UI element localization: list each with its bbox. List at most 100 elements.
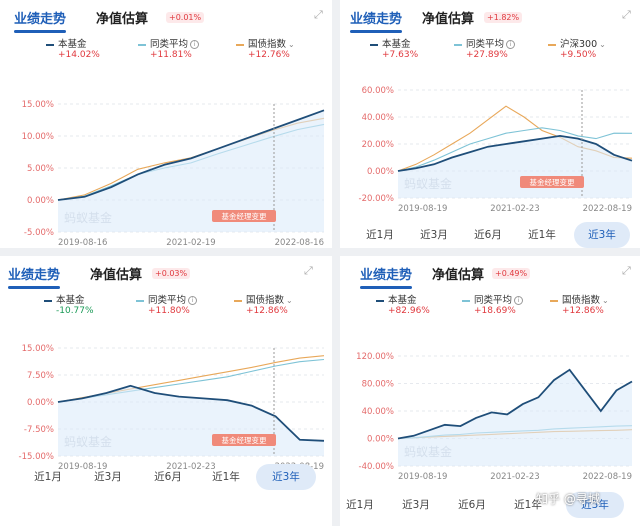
legend-item-benchmark[interactable]: 国债指数 ⌄ +12.86% bbox=[550, 292, 609, 316]
performance-chart: 15.00% 7.50% 0.00% -7.50% -15.00% 2019-08-19 2… bbox=[19, 344, 325, 472]
info-icon[interactable]: i bbox=[514, 296, 524, 305]
x-tick-label: 2022-08-19 bbox=[583, 472, 632, 482]
y-tick-label: -20.00% bbox=[359, 194, 394, 204]
period-option[interactable]: 近1年 bbox=[528, 229, 556, 241]
legend-item-fund[interactable]: 本基金 +82.96% bbox=[376, 292, 430, 316]
expand-icon[interactable]: ⤢ bbox=[304, 264, 313, 277]
period-option[interactable]: 近1年 bbox=[514, 499, 542, 511]
period-option[interactable]: 近6月 bbox=[474, 229, 502, 241]
period-option[interactable]: 近1月 bbox=[34, 471, 62, 483]
x-tick-label: 2021-02-19 bbox=[166, 238, 215, 248]
period-option[interactable]: 近3月 bbox=[420, 229, 448, 241]
divider bbox=[332, 0, 340, 526]
tab-performance[interactable]: 业绩走势 bbox=[8, 264, 61, 289]
period-option[interactable]: 近1月 bbox=[346, 499, 374, 511]
period-option[interactable]: 近3月 bbox=[94, 471, 122, 483]
period-selector: 近1月 近3月 近6月 近1年 近3年 bbox=[340, 222, 640, 248]
legend-swatch bbox=[234, 299, 242, 302]
y-tick-label: -7.50% bbox=[24, 425, 54, 435]
x-tick-label: 2021-02-23 bbox=[490, 204, 539, 214]
period-selector: 近1月 近3月 近6月 近1年 近3年 bbox=[340, 492, 640, 520]
period-option[interactable]: 近1年 bbox=[212, 471, 240, 483]
legend-swatch bbox=[376, 299, 384, 302]
legend-label: 同类平均 bbox=[474, 295, 513, 306]
y-tick-label: 40.00% bbox=[362, 407, 394, 417]
legend-value: +12.86% bbox=[562, 306, 604, 316]
legend-label: 国债指数 bbox=[248, 39, 287, 50]
series-area-fund bbox=[58, 110, 324, 232]
series-area-fund bbox=[58, 385, 324, 456]
legend-label: 同类平均 bbox=[148, 295, 187, 306]
legend-item-benchmark[interactable]: 国债指数 ⌄ +12.76% bbox=[236, 36, 295, 60]
y-tick-label: 5.00% bbox=[27, 164, 54, 174]
legend-item-fund[interactable]: 本基金 -10.77% bbox=[44, 292, 94, 316]
legend-value: +12.76% bbox=[248, 50, 290, 60]
tab-nav-estimate[interactable]: 净值估算 bbox=[90, 268, 143, 283]
legend-label: 本基金 bbox=[58, 39, 87, 50]
manager-change-label: 基金经理变更 bbox=[222, 435, 267, 445]
manager-change-label: 基金经理变更 bbox=[222, 211, 267, 221]
period-option[interactable]: 近1月 bbox=[366, 229, 394, 241]
series-line-fund bbox=[57, 384, 325, 442]
period-option[interactable]: 近3月 bbox=[402, 499, 430, 511]
chevron-down-icon[interactable]: ⌄ bbox=[599, 40, 606, 49]
x-tick-label: 2019-08-19 bbox=[398, 204, 447, 214]
expand-icon[interactable]: ⤢ bbox=[622, 8, 631, 21]
performance-chart: 15.00% 10.00% 5.00% 0.00% -5.00% 2019-08-16 20… bbox=[22, 100, 325, 248]
legend-value: +9.50% bbox=[560, 50, 597, 60]
x-tick-label: 2022-08-19 bbox=[583, 204, 632, 214]
chevron-down-icon[interactable]: ⌄ bbox=[288, 40, 295, 49]
chevron-down-icon[interactable]: ⌄ bbox=[602, 296, 609, 305]
legend-item-peer-average[interactable]: 同类平均 i +27.89% bbox=[454, 36, 516, 60]
legend-swatch bbox=[46, 43, 54, 46]
info-icon[interactable]: i bbox=[190, 40, 200, 49]
legend-item-fund[interactable]: 本基金 +14.02% bbox=[46, 36, 100, 60]
legend-swatch bbox=[136, 299, 144, 302]
series-area-fund bbox=[398, 369, 632, 466]
tab-performance[interactable]: 业绩走势 bbox=[14, 8, 67, 33]
legend-item-fund[interactable]: 本基金 +7.63% bbox=[370, 36, 418, 60]
legend-swatch bbox=[550, 299, 558, 302]
legend-swatch bbox=[370, 43, 378, 46]
estimate-badge: +0.49% bbox=[492, 268, 531, 279]
legend-item-peer-average[interactable]: 同类平均 i +11.80% bbox=[136, 292, 198, 316]
legend-item-peer-average[interactable]: 同类平均 i +18.69% bbox=[462, 292, 524, 316]
fund-panel-1: 业绩走势 净值估算 +0.01% ⤢ 本基金 +14.02% 同类平均 i +11.8… bbox=[0, 0, 332, 248]
y-tick-label: 0.00% bbox=[27, 398, 54, 408]
series-line-fund bbox=[397, 368, 633, 440]
chevron-down-icon[interactable]: ⌄ bbox=[286, 296, 293, 305]
series-line-peer-average bbox=[397, 127, 633, 172]
tab-nav-estimate[interactable]: 净值估算 bbox=[422, 12, 475, 27]
y-tick-label: 40.00% bbox=[362, 113, 394, 123]
tab-performance[interactable]: 业绩走势 bbox=[360, 264, 413, 289]
legend-value: +11.80% bbox=[148, 306, 190, 316]
legend-value: +18.69% bbox=[474, 306, 516, 316]
period-option[interactable]: 近6月 bbox=[458, 499, 486, 511]
x-tick-label: 2019-08-19 bbox=[58, 462, 107, 472]
y-tick-label: 15.00% bbox=[22, 100, 54, 110]
legend-item-benchmark[interactable]: 沪深300 ⌄ +9.50% bbox=[548, 36, 606, 60]
y-tick-label: -15.00% bbox=[19, 452, 54, 462]
expand-icon[interactable]: ⤢ bbox=[314, 8, 323, 21]
y-tick-label: 60.00% bbox=[362, 86, 394, 96]
period-option-active[interactable]: 近3年 bbox=[574, 222, 630, 248]
period-option-active[interactable]: 近3年 bbox=[566, 492, 624, 518]
legend-value: +27.89% bbox=[466, 50, 508, 60]
fund-panel-2: 业绩走势 净值估算 +1.82% ⤢ 本基金 +7.63% 同类平均 i +27.89… bbox=[340, 0, 640, 248]
legend-label: 国债指数 bbox=[562, 295, 601, 306]
info-icon[interactable]: i bbox=[188, 296, 198, 305]
legend-swatch bbox=[138, 43, 146, 46]
info-icon[interactable]: i bbox=[506, 40, 516, 49]
tab-nav-estimate[interactable]: 净值估算 bbox=[96, 12, 149, 27]
x-tick-label: 2021-02-23 bbox=[166, 462, 215, 472]
legend-value: +82.96% bbox=[388, 306, 430, 316]
period-option-active[interactable]: 近3年 bbox=[256, 464, 316, 490]
performance-chart: 120.00% 80.00% 40.00% 0.00% -40.00% 2019-08-1… bbox=[356, 352, 633, 482]
expand-icon[interactable]: ⤢ bbox=[622, 264, 631, 277]
tab-nav-estimate[interactable]: 净值估算 bbox=[432, 268, 485, 283]
legend-item-benchmark[interactable]: 国债指数 ⌄ +12.86% bbox=[234, 292, 293, 316]
legend-item-peer-average[interactable]: 同类平均 i +11.81% bbox=[138, 36, 200, 60]
period-option[interactable]: 近6月 bbox=[154, 471, 182, 483]
legend-value: -10.77% bbox=[56, 306, 94, 316]
tab-performance[interactable]: 业绩走势 bbox=[350, 8, 403, 33]
